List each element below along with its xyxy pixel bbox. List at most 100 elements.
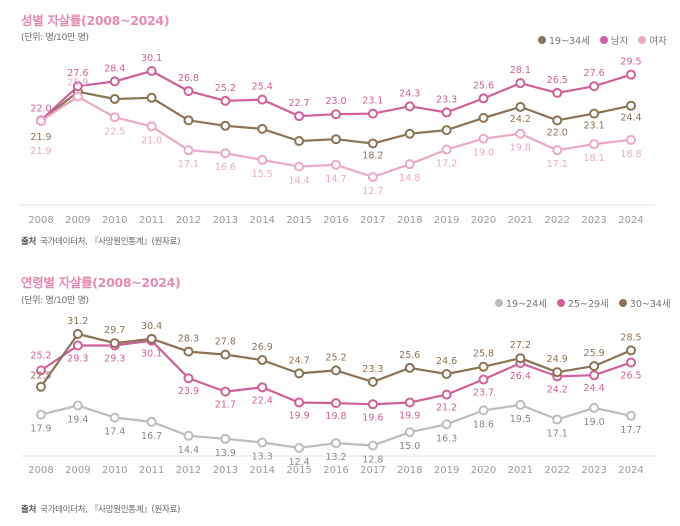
data-point [552, 115, 563, 126]
data-label: 24.7 [289, 355, 310, 366]
data-label: 30.4 [141, 321, 162, 332]
data-point [36, 381, 46, 392]
data-label: 28.5 [620, 332, 641, 343]
legend-item-19-34: 19~34세 [538, 33, 590, 47]
data-label: 25.2 [215, 83, 236, 94]
x-tick-label: 2012 [176, 215, 201, 226]
data-label: 22.5 [30, 371, 51, 382]
data-point [294, 136, 305, 147]
data-label: 25.6 [399, 350, 420, 361]
data-point [331, 438, 341, 449]
data-point [589, 139, 600, 150]
data-point [331, 159, 341, 170]
x-tick-label: 2011 [139, 465, 164, 476]
x-tick-label: 2013 [213, 215, 238, 226]
data-point [183, 346, 194, 357]
x-tick-label: 2016 [323, 465, 348, 476]
data-label: 19.0 [584, 417, 605, 428]
x-tick-label: 2022 [545, 215, 570, 226]
x-tick-label: 2012 [176, 465, 201, 476]
legend-item-25-29: 25~29세 [556, 296, 609, 310]
chart-plot: 2008 2009 2010 2011 2012 2013 2014 2015 2016 2017… [21, 316, 655, 476]
x-tick-label: 2021 [508, 465, 533, 476]
data-label: 14.4 [289, 176, 310, 187]
data-point [146, 121, 157, 132]
data-point [404, 101, 415, 112]
data-label: 16.7 [141, 431, 162, 442]
data-point [552, 87, 563, 98]
data-label: 18.8 [620, 149, 641, 160]
x-tick-label: 2011 [139, 215, 164, 226]
data-point [515, 78, 526, 89]
data-label: 26.9 [252, 342, 273, 353]
data-label: 26.4 [510, 371, 531, 382]
data-label: 25.2 [30, 350, 51, 361]
data-point [257, 94, 268, 105]
data-point [72, 400, 83, 411]
data-point [589, 402, 600, 413]
data-label: 25.9 [67, 78, 88, 89]
data-label: 18.1 [584, 153, 605, 164]
legend-item-male: 남자 [599, 33, 628, 47]
data-point [589, 81, 600, 92]
data-point [478, 361, 489, 372]
data-label: 28.4 [104, 63, 125, 74]
data-point [183, 430, 194, 441]
data-label: 17.1 [547, 159, 568, 170]
x-tick-label: 2024 [618, 215, 643, 226]
x-tick-label: 2018 [397, 215, 422, 226]
data-point [220, 95, 231, 106]
chart-age: 연령별 자살률(2008~2024) (단위: 명/10만 명) 19~24세 … [0, 260, 680, 526]
legend-item-female: 여자 [638, 33, 667, 47]
data-point [257, 355, 268, 366]
data-label: 23.0 [325, 96, 346, 107]
data-point [515, 399, 526, 410]
data-point [146, 92, 157, 103]
data-label: 21.2 [436, 403, 457, 414]
data-label: 21.0 [141, 135, 162, 146]
data-label: 16.3 [436, 433, 457, 444]
data-point [257, 382, 268, 393]
x-tick-label: 2019 [434, 215, 459, 226]
data-point [72, 329, 83, 339]
data-point [331, 109, 341, 120]
data-point [220, 433, 231, 444]
data-point [478, 93, 489, 104]
data-label: 24.6 [436, 356, 457, 367]
data-label: 27.2 [510, 340, 531, 351]
chart-gender: 성별 자살률(2008~2024) (단위: 명/10만 명) 19~34세 남… [0, 0, 680, 260]
data-point [589, 361, 600, 372]
data-label: 15.5 [252, 169, 273, 180]
data-label: 26.5 [620, 370, 641, 381]
data-label: 22.0 [30, 103, 51, 114]
data-label: 17.1 [178, 159, 199, 170]
data-label: 13.2 [325, 452, 346, 463]
data-label: 17.7 [620, 425, 641, 436]
data-point [589, 370, 600, 381]
x-tick-label: 2021 [508, 215, 533, 226]
data-point [515, 101, 526, 112]
data-point [589, 108, 600, 119]
data-point [478, 133, 489, 144]
x-tick-label: 2017 [360, 465, 385, 476]
x-tick-label: 2010 [102, 215, 127, 226]
data-point [36, 115, 46, 126]
data-label: 19.5 [510, 414, 531, 425]
legend-label: 25~29세 [567, 299, 609, 310]
data-point [109, 94, 120, 105]
data-point [294, 442, 305, 453]
data-label: 23.9 [178, 386, 199, 397]
data-label: 31.2 [67, 316, 88, 327]
data-point [367, 440, 378, 451]
unit-label: (단위: 명/10만 명) [21, 33, 89, 43]
x-tick-label: 2009 [65, 215, 90, 226]
data-label: 29.3 [67, 354, 88, 365]
data-point [626, 345, 636, 356]
data-label: 23.3 [436, 94, 457, 105]
data-label: 25.4 [252, 82, 273, 93]
data-point [294, 111, 305, 122]
data-point [109, 412, 120, 423]
data-label: 19.8 [510, 143, 531, 154]
data-point [294, 397, 305, 408]
data-label: 12.7 [362, 186, 383, 197]
